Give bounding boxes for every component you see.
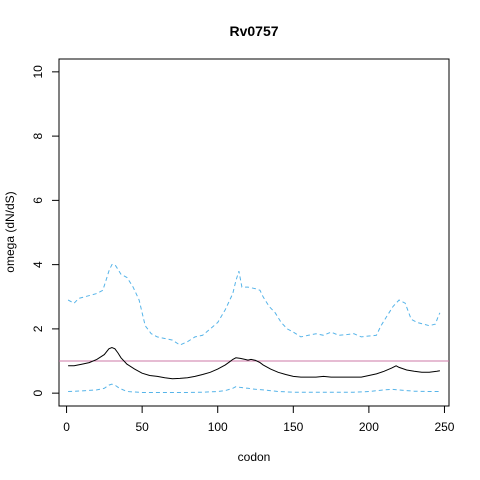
- y-tick-label: 8: [31, 132, 45, 139]
- x-tick-label: 200: [359, 420, 379, 434]
- x-tick-label: 250: [434, 420, 454, 434]
- x-tick-label: 100: [208, 420, 228, 434]
- x-tick-label: 50: [135, 420, 149, 434]
- y-axis: 0 2 4 6 8 10: [31, 65, 60, 396]
- y-tick-label: 4: [31, 261, 45, 268]
- y-axis-label: omega (dN/dS): [3, 191, 17, 272]
- chart-title: Rv0757: [229, 23, 278, 39]
- y-tick-label: 6: [31, 197, 45, 204]
- plot-area-frame: [58, 58, 450, 407]
- x-tick-label: 0: [63, 420, 70, 434]
- series-group: [67, 264, 441, 393]
- series-line-estimate: [68, 346, 440, 380]
- series-line-upper-bound: [67, 264, 441, 346]
- series-line-lower-bound: [68, 383, 440, 393]
- x-axis-label: codon: [238, 450, 271, 464]
- x-axis: 0 50 100 150 200 250: [63, 405, 455, 434]
- y-tick-label: 10: [31, 65, 45, 79]
- y-tick-label: 2: [31, 325, 45, 332]
- y-tick-label: 0: [31, 389, 45, 396]
- x-tick-label: 150: [283, 420, 303, 434]
